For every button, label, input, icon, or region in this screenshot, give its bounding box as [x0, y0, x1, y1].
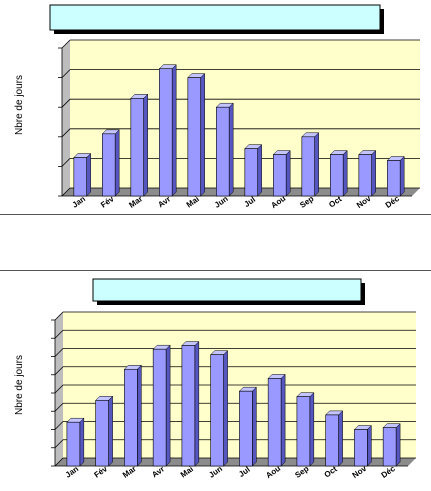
gridline-side [54, 329, 64, 339]
chart-2-divider [0, 270, 431, 271]
gridline-side [61, 39, 71, 49]
gridline-side [61, 158, 71, 167]
bar-side-Nov [367, 424, 372, 467]
x-tick-label: Jan [64, 464, 81, 479]
x-tick-label: Avr [156, 195, 172, 210]
bar-side-Jun [228, 102, 234, 197]
bar-side-Oct [338, 410, 343, 467]
bar-side-Sep [309, 392, 315, 467]
bar-Avr [159, 68, 173, 197]
x-tick-label: Oct [327, 194, 343, 209]
bar-side-Oct [342, 149, 348, 197]
x-tick-label: Jun [213, 194, 230, 210]
bar-Sep [301, 136, 315, 197]
bar-Avr [152, 348, 167, 467]
bar-side-Jan [79, 417, 85, 467]
chart-1: Nbre de jours Jan Fév Mar Avr Mai Jun Jul Aou Sep… [0, 0, 431, 214]
bar-side-Nov [371, 149, 376, 197]
chart-title-box [92, 278, 362, 302]
gridline-side [61, 98, 71, 108]
bar-side-Aou [280, 373, 286, 467]
bar-Mai [181, 345, 196, 467]
bar-side-Fév [114, 129, 120, 197]
bar-Jul [239, 390, 253, 467]
bar-Jul [244, 148, 258, 197]
bar-Jan [73, 157, 87, 197]
gridline-side [61, 69, 71, 78]
chart-1-divider [0, 214, 431, 215]
bar-Nov [358, 154, 372, 197]
x-tick-label: Jul [242, 195, 257, 209]
x-tick-label: Mai [179, 464, 195, 479]
bar-side-Avr [165, 344, 171, 467]
chart-2: Nbre de jours Jan Fév Mar Avr Mai Jun Jul Aou Sep… [0, 272, 431, 491]
bar-side-Déc [395, 423, 401, 467]
x-tick-label: Mar [127, 194, 144, 210]
bar-side-Sep [314, 132, 319, 197]
bar-side-Fév [108, 395, 113, 467]
gridline-side [54, 402, 64, 412]
bar-side-Mai [194, 340, 200, 467]
bar-side-Jun [223, 350, 228, 467]
bar-Aou [267, 378, 282, 467]
bar-side-Aou [285, 149, 291, 197]
gridline-side [54, 457, 64, 467]
y-axis-label: Nbre de jours [14, 75, 25, 135]
chart-side-wall [62, 40, 70, 196]
bar-side-Jul [257, 144, 262, 197]
x-tick-label: Jun [207, 464, 224, 480]
gridline-side [54, 384, 64, 394]
y-axis-label: Nbre de jours [14, 355, 25, 415]
gridline-side [61, 128, 71, 138]
bar-side-Mar [137, 364, 142, 467]
x-tick-label: Mai [185, 194, 201, 209]
x-tick-label: Oct [323, 464, 339, 479]
bar-side-Mai [200, 72, 205, 197]
bar-side-Avr [171, 64, 177, 197]
bar-Sep [296, 396, 311, 467]
bar-Fév [102, 133, 116, 197]
bar-side-Mar [143, 93, 148, 197]
gridline-side [54, 439, 64, 449]
bar-Mar [130, 98, 144, 197]
bar-Mar [124, 368, 138, 467]
x-tick-label: Avr [150, 465, 166, 480]
bar-Jun [216, 106, 230, 197]
chart-title-box [49, 4, 381, 31]
bar-Fév [95, 400, 109, 467]
bar-Jan [66, 421, 81, 467]
gridline-side [54, 311, 64, 321]
x-tick-label: Jul [237, 465, 252, 479]
bar-Aou [273, 154, 287, 197]
gridline-side [54, 421, 64, 430]
bar-Déc [387, 160, 401, 197]
bar-Déc [382, 427, 397, 467]
bar-Oct [325, 414, 339, 467]
bar-Jun [210, 354, 224, 467]
bar-Nov [354, 429, 368, 467]
x-tick-label: Mar [121, 464, 138, 480]
gridline-side [54, 348, 64, 357]
bar-side-Jul [252, 386, 257, 467]
bar-side-Jan [86, 152, 91, 197]
gridline-side [61, 187, 71, 197]
gridline-side [54, 366, 64, 376]
bar-side-Déc [399, 155, 405, 197]
bar-Mai [187, 77, 201, 197]
x-tick-label: Jan [71, 194, 88, 209]
bar-Oct [330, 154, 344, 197]
